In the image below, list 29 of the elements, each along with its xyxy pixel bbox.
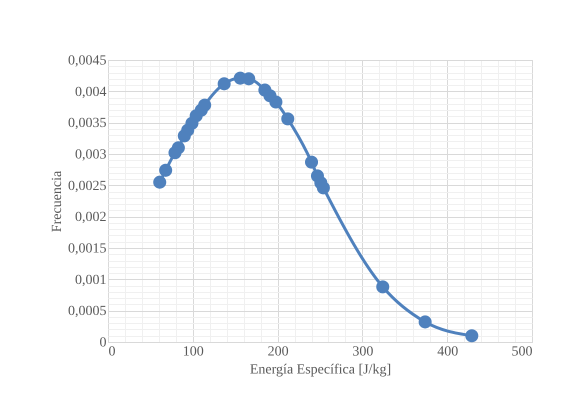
- y-tick-label: 0,004: [75, 84, 106, 100]
- point: [465, 329, 478, 342]
- y-tick-label: 0,0015: [68, 242, 106, 256]
- y-tick-label: 0,003: [75, 148, 106, 162]
- point: [159, 164, 172, 177]
- point: [305, 156, 318, 169]
- y-tick-label: 0,001: [75, 272, 106, 288]
- x-tick-label: 200: [268, 344, 289, 360]
- point: [418, 315, 432, 328]
- x-tick-label: 300: [352, 344, 374, 360]
- y-axis-title: Frecuencia: [50, 170, 65, 232]
- point: [376, 280, 390, 294]
- point: [281, 112, 294, 126]
- point: [172, 141, 185, 154]
- point: [242, 72, 256, 86]
- y-tick-label: 0,0045: [68, 54, 106, 68]
- x-tick-label: 500: [512, 344, 532, 360]
- point: [218, 77, 231, 90]
- point: [198, 98, 212, 112]
- x-tick-label: 100: [182, 344, 204, 360]
- point: [316, 181, 330, 194]
- y-tick-label: 0,0025: [68, 178, 106, 194]
- y-tick-label: 0,0035: [68, 116, 106, 132]
- y-tick-label: 0,0005: [68, 304, 106, 320]
- point: [153, 176, 166, 189]
- y-tick-label: 0,002: [75, 210, 106, 226]
- x-tick-label: 400: [437, 344, 458, 360]
- x-axis-title: Energía Específica [J/kg]: [250, 362, 392, 378]
- point: [269, 95, 282, 108]
